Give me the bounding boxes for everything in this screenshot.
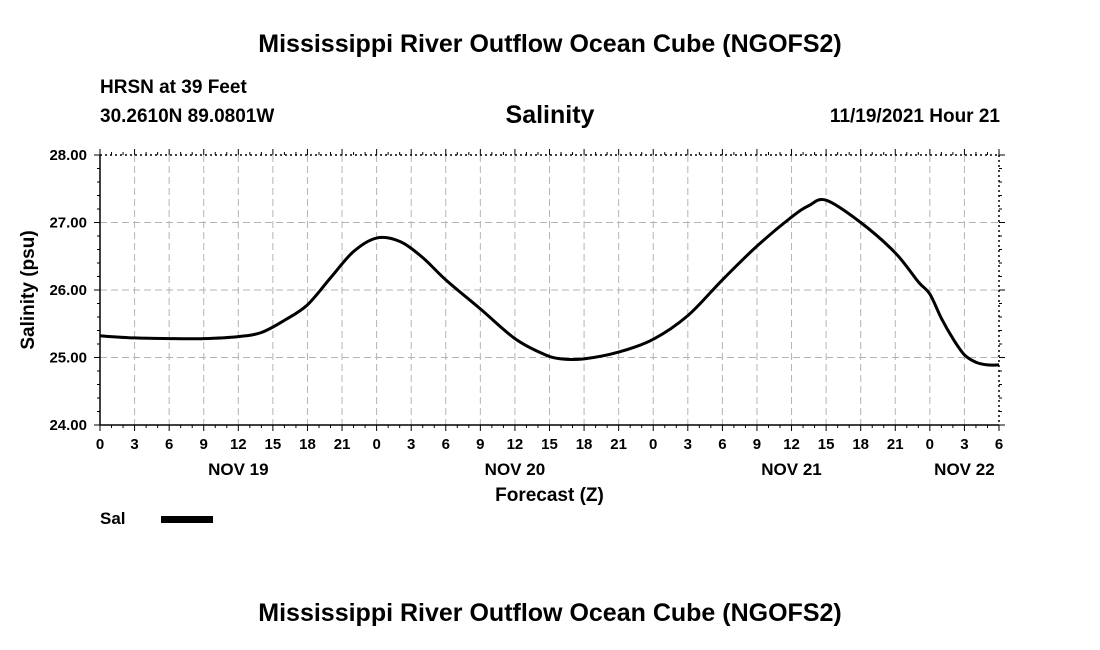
series-line-sal: [99, 197, 1000, 367]
x-tick-label: 15: [265, 436, 282, 453]
x-tick-label: 12: [230, 436, 247, 453]
x-tick-label: 9: [476, 436, 484, 453]
x-axis-title: Forecast (Z): [495, 485, 604, 506]
x-tick-label: 18: [576, 436, 593, 453]
series-layer: [99, 197, 1000, 367]
station-label: HRSN at 39 Feet: [100, 77, 247, 98]
timestamp-label: 11/19/2021 Hour 21: [829, 106, 1000, 127]
x-tick-label: 12: [783, 436, 800, 453]
x-tick-label: 6: [995, 436, 1003, 453]
y-tick-label: 24.00: [49, 417, 87, 434]
date-label: NOV 20: [485, 460, 545, 479]
x-tick-label: 18: [299, 436, 316, 453]
footer-title: Mississippi River Outflow Ocean Cube (NG…: [258, 599, 842, 627]
x-tick-label: 0: [926, 436, 934, 453]
x-tick-label: 15: [818, 436, 835, 453]
y-tick-label: 28.00: [49, 147, 87, 164]
y-tick-label: 27.00: [49, 215, 87, 232]
x-tick-label: 6: [165, 436, 173, 453]
page-title: Mississippi River Outflow Ocean Cube (NG…: [258, 30, 842, 58]
legend-swatch-sal: [161, 516, 213, 523]
coordinates-label: 30.2610N 89.0801W: [100, 106, 275, 127]
x-tick-label: 21: [334, 436, 351, 453]
x-tick-label: 0: [649, 436, 657, 453]
x-tick-label: 0: [372, 436, 380, 453]
grid-lines: [100, 155, 999, 425]
x-tick-label: 9: [200, 436, 208, 453]
x-tick-label: 3: [130, 436, 138, 453]
tick-labels: 0 3 6 9 12 15 18 21 0 3 6 9 12 15 18 21 0 3 6 9 12 15 18 21 0 3 6 2…: [18, 147, 1003, 506]
x-tick-label: 6: [718, 436, 726, 453]
x-tick-label: 21: [610, 436, 627, 453]
y-tick-label: 26.00: [49, 282, 87, 299]
x-tick-label: 6: [442, 436, 450, 453]
x-tick-label: 9: [753, 436, 761, 453]
date-label: NOV 19: [208, 460, 268, 479]
x-tick-label: 21: [887, 436, 904, 453]
x-tick-label: 3: [960, 436, 968, 453]
x-tick-label: 0: [96, 436, 104, 453]
x-tick-label: 3: [684, 436, 692, 453]
date-label: NOV 22: [934, 460, 994, 479]
legend-label-sal: Sal: [100, 509, 126, 528]
x-tick-label: 3: [407, 436, 415, 453]
axes: [94, 149, 1005, 431]
y-tick-label: 25.00: [49, 350, 87, 367]
x-tick-label: 12: [507, 436, 524, 453]
x-tick-label: 15: [541, 436, 558, 453]
y-axis-title: Salinity (psu): [18, 230, 39, 349]
date-label: NOV 21: [761, 460, 821, 479]
x-tick-label: 18: [852, 436, 869, 453]
chart-title: Salinity: [505, 101, 595, 129]
